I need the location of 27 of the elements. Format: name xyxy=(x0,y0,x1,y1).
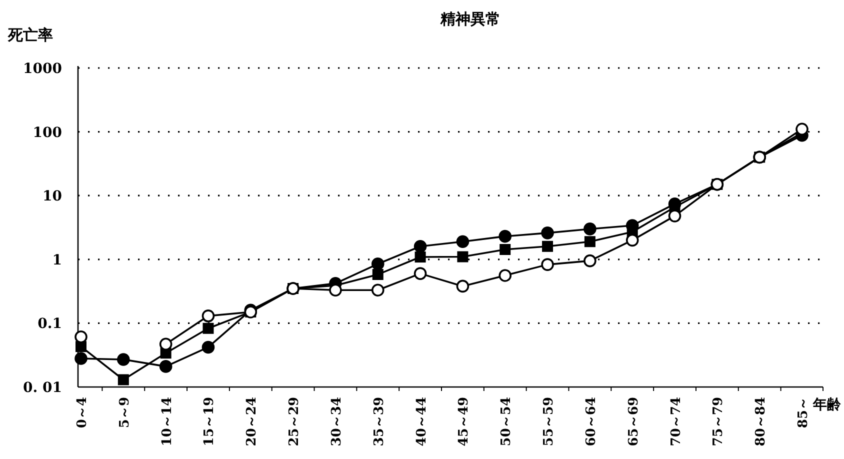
x-tick-label: 60～64 xyxy=(584,397,599,446)
x-axis-title: 年齢 xyxy=(812,397,842,413)
x-tick-label: 35～39 xyxy=(372,397,387,446)
y-tick-label: 0.1 xyxy=(38,316,62,332)
x-tick-label: 85～ xyxy=(796,397,811,428)
x-tick-label: 40～44 xyxy=(414,397,430,446)
x-tick-label: 15～19 xyxy=(202,397,218,446)
y-tick-label: 1000 xyxy=(23,61,62,77)
x-tick-label: 20～24 xyxy=(244,397,260,446)
x-tick-label: 50～54 xyxy=(499,397,514,446)
x-tick-label: 30～34 xyxy=(329,397,344,446)
chart-title: 精神異常 xyxy=(440,10,500,28)
y-tick-label: 100 xyxy=(32,124,62,141)
y-tick-label: 1 xyxy=(52,252,62,268)
x-tick-label: 0～4 xyxy=(75,397,90,428)
x-tick-label: 10～14 xyxy=(160,397,175,446)
x-tick-label: 65～69 xyxy=(626,397,642,446)
y-tick-label: 0. 01 xyxy=(23,380,62,396)
x-tick-label: 80～84 xyxy=(754,397,769,446)
x-tick-label: 5～9 xyxy=(117,397,132,428)
x-tick-label: 45～49 xyxy=(456,397,472,446)
x-tick-label: 25～29 xyxy=(287,397,302,446)
x-tick-label: 55～59 xyxy=(542,397,557,446)
x-tick-label: 75～79 xyxy=(711,397,726,446)
y-tick-label: 10 xyxy=(42,188,62,205)
x-tick-label: 70～74 xyxy=(668,397,684,446)
y-axis-title: 死亡率 xyxy=(7,26,53,44)
